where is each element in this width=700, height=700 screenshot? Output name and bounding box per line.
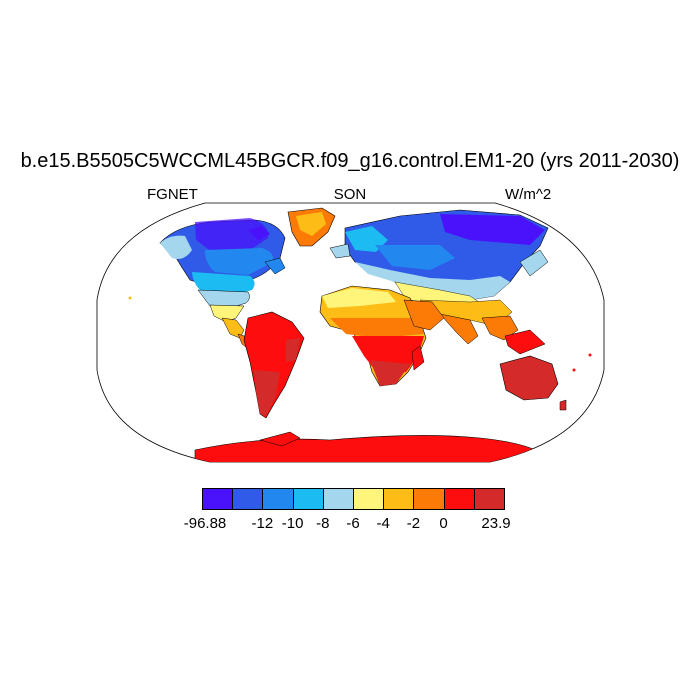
colorbar-label: -10 [281, 515, 304, 532]
units-label: W/m^2 [505, 186, 552, 203]
colorbar-label: -96.88 [183, 515, 227, 532]
north-america [159, 218, 286, 351]
arabia [403, 299, 445, 331]
plot-title: b.e15.B5505C5WCCML45BGCR.f09_g16.control… [20, 150, 680, 172]
colorbar-swatch [232, 488, 264, 510]
colorbar-swatch [202, 488, 234, 510]
colorbar-swatch [383, 488, 415, 510]
colorbar-label: -2 [406, 515, 421, 532]
eurasia [329, 209, 549, 355]
colorbar-swatch [322, 488, 354, 510]
colorbar-label: 23.9 [481, 515, 511, 532]
colorbar-swatch [443, 488, 475, 510]
colorbar-label: 0 [439, 515, 448, 532]
colorbar-label: -6 [346, 515, 360, 532]
variable-label: FGNET [147, 186, 198, 203]
colorbar-swatch [262, 488, 294, 510]
south-america [243, 311, 305, 419]
season-label: SON [333, 186, 367, 203]
colorbar-swatch [413, 488, 445, 510]
colorbar-swatch [473, 488, 505, 510]
colorbar-swatch [292, 488, 324, 510]
australia [499, 355, 567, 411]
colorbar-label: -12 [251, 515, 274, 532]
colorbar-label: -4 [376, 515, 390, 532]
colorbar-swatch [353, 488, 385, 510]
colorbar-label: -8 [316, 515, 330, 532]
africa [319, 285, 427, 387]
